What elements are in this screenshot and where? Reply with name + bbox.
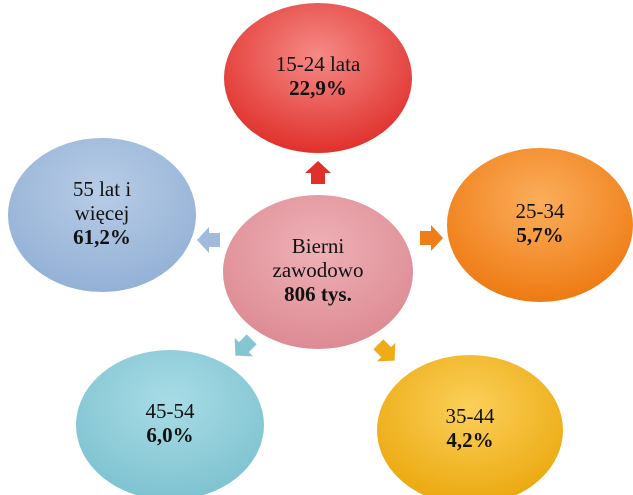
center-node <box>221 193 415 351</box>
node-value: 5,7% <box>516 223 563 247</box>
arrow <box>197 227 220 253</box>
node-label: zawodowo <box>273 258 364 282</box>
outer-node <box>6 136 198 294</box>
node-label: 15-24 lata <box>276 52 361 76</box>
node-value: 806 tys. <box>284 282 352 306</box>
outer-node <box>445 146 633 304</box>
outer-node <box>74 348 266 495</box>
node-label: 35-44 <box>446 404 495 428</box>
node-label: 25-34 <box>516 199 565 223</box>
outer-node <box>375 353 565 495</box>
node-value: 22,9% <box>289 76 347 100</box>
node-value: 4,2% <box>446 428 493 452</box>
outer-node <box>222 1 414 155</box>
arrow <box>234 334 257 357</box>
node-value: 6,0% <box>146 423 193 447</box>
node-value: 61,2% <box>73 225 131 249</box>
arrow <box>420 225 443 251</box>
node-label: 55 lat i <box>73 177 131 201</box>
node-label: 45-54 <box>146 399 195 423</box>
arrow <box>373 339 396 362</box>
node-label: więcej <box>75 201 130 225</box>
arrow <box>305 161 331 184</box>
node-label: Bierni <box>292 234 345 258</box>
